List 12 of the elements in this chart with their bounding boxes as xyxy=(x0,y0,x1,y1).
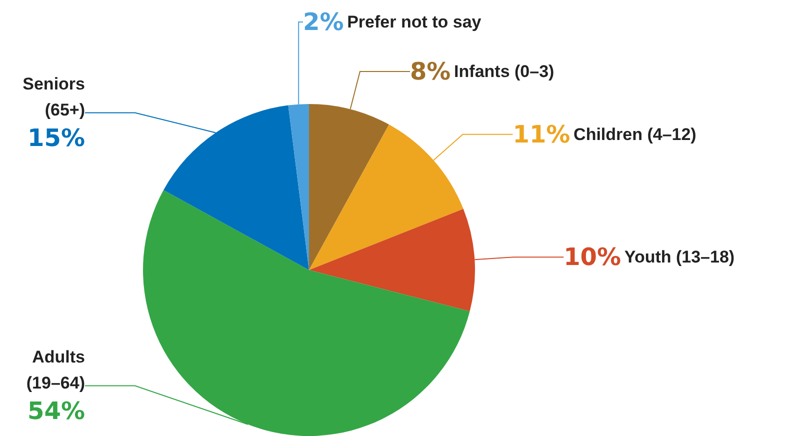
data-label: 8% xyxy=(410,57,451,86)
slice-label: Seniors (65+) xyxy=(22,74,85,120)
data-label: 11% xyxy=(512,120,570,148)
slice-label: Prefer not to say xyxy=(347,12,482,32)
slice-label: Youth (13–18) xyxy=(624,248,735,267)
data-label: 10% xyxy=(564,243,622,272)
data-label: 15% xyxy=(28,124,85,152)
slice-label: Infants (0–3) xyxy=(454,62,554,81)
data-label: 2% xyxy=(303,8,344,36)
data-label: 54% xyxy=(28,397,85,425)
slice-label: Children (4–12) xyxy=(574,124,696,144)
slice-label: Adults (19–64) xyxy=(26,348,85,392)
